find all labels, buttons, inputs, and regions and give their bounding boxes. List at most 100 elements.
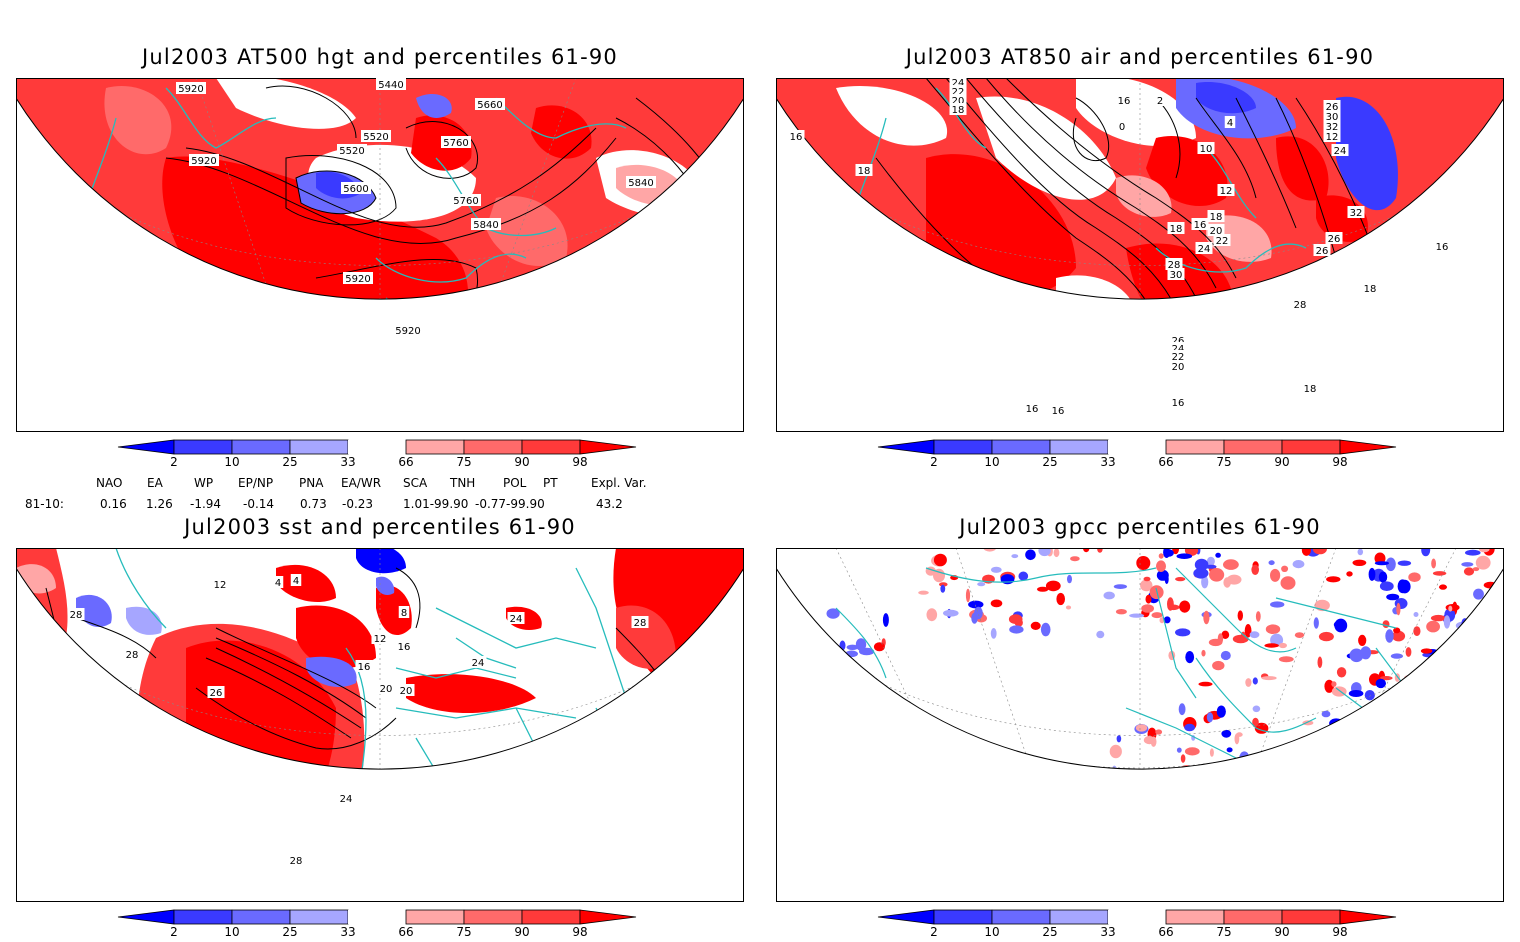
precip-anomaly-patch — [807, 747, 818, 757]
precip-anomaly-patch — [1380, 758, 1396, 769]
precip-anomaly-patch — [1164, 574, 1169, 585]
precip-anomaly-patch — [1270, 633, 1284, 647]
contour-label: 28 — [1168, 260, 1181, 271]
index-value-pol-pt: -0.77-99.90 — [475, 497, 545, 511]
colorbar-tick-label: 25 — [1042, 925, 1057, 939]
contour-label-bg — [1207, 224, 1225, 236]
contour-label: 8 — [401, 608, 407, 619]
contour-label: 24 — [952, 78, 965, 89]
precip-anomaly-patch — [1254, 798, 1259, 811]
colorbar-at850: 2 10 25 33 66 75 90 98 — [877, 439, 1397, 469]
precip-anomaly-patch — [1360, 806, 1375, 811]
precip-anomaly-patch — [1158, 841, 1170, 853]
contour-label: 2 — [1157, 96, 1163, 107]
precip-anomaly-patch — [1467, 801, 1480, 807]
colorbar-segment — [877, 909, 935, 925]
precip-anomaly-patch — [1377, 707, 1389, 719]
precip-anomaly-patch — [1252, 717, 1259, 727]
precip-anomaly-patch — [1350, 725, 1366, 733]
index-value-ea: 1.26 — [146, 497, 173, 511]
contour-label-bg — [1165, 258, 1183, 270]
precip-anomaly-patch — [1342, 771, 1350, 777]
contour-label: 26 — [1316, 246, 1329, 257]
precip-anomaly-patch — [1438, 709, 1454, 719]
precip-anomaly-patch — [1479, 548, 1490, 553]
contour-label-bg — [67, 608, 85, 620]
colorbar-segment — [463, 439, 523, 455]
precip-anomaly-patch — [1140, 579, 1153, 592]
precip-anomaly-patch — [1348, 690, 1364, 697]
precip-anomaly-patch — [1412, 835, 1419, 840]
precip-anomaly-patch — [933, 568, 945, 583]
precip-anomaly-patch — [1278, 656, 1294, 663]
colorbar-segment — [1223, 909, 1283, 925]
precip-anomaly-patch — [1395, 694, 1401, 705]
precip-anomaly-patch — [1465, 694, 1476, 706]
precip-anomaly-patch — [1256, 836, 1261, 843]
index-value-epnp: -0.14 — [243, 497, 275, 511]
contour-label-bg — [1049, 404, 1067, 416]
precip-anomaly-patch — [1215, 763, 1224, 770]
precip-anomaly-patch — [990, 628, 997, 639]
precip-anomaly-patch — [1316, 741, 1327, 754]
precip-anomaly-patch — [965, 588, 971, 603]
precip-anomaly-patch — [810, 772, 814, 777]
contour-label-bg — [469, 656, 487, 668]
precip-anomaly-patch — [825, 663, 836, 668]
precip-anomaly-patch — [1483, 581, 1498, 589]
precip-anomaly-patch — [1317, 656, 1323, 669]
contour-label-bg — [451, 194, 481, 206]
precip-anomaly-patch — [1376, 838, 1391, 847]
precip-anomaly-patch — [1367, 749, 1372, 760]
contour-label-bg — [949, 103, 967, 115]
precip-anomaly-patch — [1113, 584, 1127, 589]
contour-label-bg — [272, 576, 284, 588]
precip-anomaly-patch — [1193, 568, 1209, 579]
precip-anomaly-patch — [1302, 720, 1314, 726]
precip-anomaly-patch — [1292, 560, 1305, 569]
contour-label-bg — [949, 78, 967, 88]
contour-label: 4 — [1227, 118, 1233, 129]
contour-label-bg — [1347, 206, 1365, 218]
precip-anomaly-patch — [1450, 707, 1461, 712]
index-header-pol: POL — [503, 476, 527, 490]
precip-anomaly-patch — [1217, 830, 1230, 841]
contour-label: 5760 — [453, 196, 478, 207]
precip-anomaly-patch — [1414, 740, 1421, 751]
precip-anomaly-patch — [1430, 614, 1446, 622]
index-value-wp: -1.94 — [190, 497, 222, 511]
colorbar-segment — [463, 909, 523, 925]
precip-anomaly-patch — [1270, 568, 1281, 582]
precip-anomaly-patch — [1424, 708, 1438, 719]
colorbar-tick-label: 98 — [1332, 925, 1347, 939]
precip-anomaly-patch — [1405, 775, 1416, 781]
precip-anomaly-patch — [1449, 639, 1464, 647]
colorbar-sst: 2 10 25 33 66 75 90 98 — [117, 909, 637, 939]
contour-label-bg — [393, 324, 423, 336]
precip-anomaly-patch — [1477, 683, 1486, 692]
contour-label: 24 — [510, 614, 523, 625]
precip-anomaly-patch — [1388, 746, 1399, 757]
contour-label: 22 — [952, 87, 965, 98]
precip-anomaly-patch — [1261, 676, 1277, 681]
precip-anomaly-patch — [1319, 744, 1333, 751]
precip-anomaly-patch — [1236, 732, 1243, 737]
precip-anomaly-patch — [1358, 634, 1367, 646]
contour-label-bg — [631, 616, 649, 628]
precip-anomaly-patch — [1096, 630, 1105, 639]
precip-anomaly-patch — [1169, 780, 1177, 790]
contour-label: 10 — [1200, 144, 1213, 155]
precip-anomaly-patch — [1115, 609, 1127, 615]
precip-anomaly-patch — [1416, 806, 1420, 811]
precip-anomaly-patch — [1413, 612, 1419, 617]
precip-anomaly-patch — [1446, 654, 1451, 668]
contour-label-bg — [1323, 100, 1341, 112]
contour-label: 16 — [1118, 96, 1131, 107]
precip-anomaly-patch — [1350, 821, 1362, 827]
contour-label-bg — [1154, 94, 1166, 106]
precip-anomaly-patch — [1366, 783, 1376, 792]
colorbar-tick-label: 2 — [930, 925, 938, 939]
title-gpcc: Jul2003 gpcc percentiles 61-90 — [959, 515, 1321, 539]
precip-anomaly-patch — [859, 717, 871, 727]
